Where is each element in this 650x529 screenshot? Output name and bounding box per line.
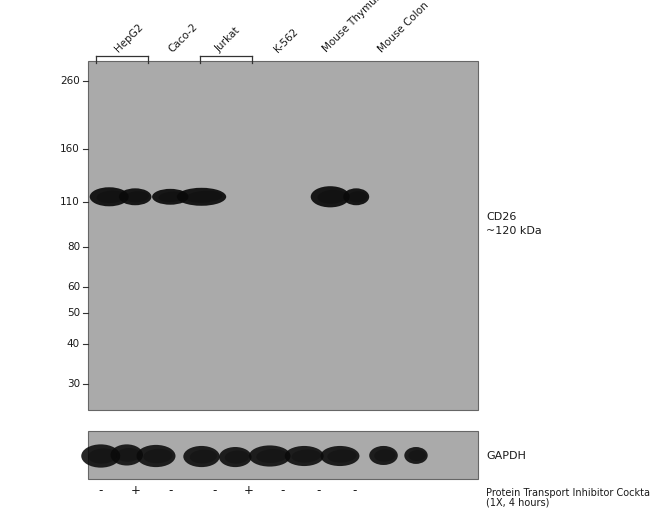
Ellipse shape — [152, 189, 188, 205]
Ellipse shape — [256, 449, 287, 463]
Text: CD26
~120 kDa: CD26 ~120 kDa — [486, 212, 542, 236]
Ellipse shape — [318, 190, 346, 204]
Bar — [88, 431, 478, 479]
Ellipse shape — [159, 191, 186, 202]
Text: +: + — [244, 485, 254, 497]
Text: 260: 260 — [60, 76, 80, 86]
Ellipse shape — [369, 446, 398, 465]
Text: -: - — [281, 485, 285, 497]
Ellipse shape — [328, 450, 356, 462]
Text: 40: 40 — [67, 339, 80, 349]
Ellipse shape — [116, 448, 140, 462]
Text: GAPDH: GAPDH — [486, 451, 526, 461]
Ellipse shape — [219, 447, 252, 467]
Ellipse shape — [348, 191, 367, 202]
Ellipse shape — [125, 191, 149, 202]
Text: 60: 60 — [67, 282, 80, 292]
Ellipse shape — [81, 444, 120, 468]
Ellipse shape — [190, 450, 217, 463]
Ellipse shape — [343, 188, 369, 205]
Text: Mouse Colon: Mouse Colon — [376, 0, 431, 54]
Text: 80: 80 — [67, 242, 80, 252]
Ellipse shape — [111, 444, 143, 466]
Text: -: - — [213, 485, 216, 497]
Ellipse shape — [144, 449, 172, 463]
Ellipse shape — [183, 446, 220, 467]
Ellipse shape — [249, 445, 291, 467]
Ellipse shape — [177, 188, 226, 206]
Text: (1X, 4 hours): (1X, 4 hours) — [486, 498, 550, 507]
Ellipse shape — [320, 446, 359, 466]
Ellipse shape — [292, 450, 320, 462]
Text: 160: 160 — [60, 144, 80, 154]
Text: Caco-2: Caco-2 — [167, 21, 200, 54]
Text: 30: 30 — [67, 379, 80, 389]
Text: -: - — [352, 485, 356, 497]
Ellipse shape — [90, 187, 129, 206]
Text: HepG2: HepG2 — [113, 22, 146, 54]
Text: Jurkat: Jurkat — [214, 25, 242, 54]
Text: Mouse Thymus: Mouse Thymus — [321, 0, 384, 54]
Ellipse shape — [185, 191, 222, 203]
Ellipse shape — [88, 449, 117, 463]
Text: Protein Transport Inhibitor Cocktail (500X): Protein Transport Inhibitor Cocktail (50… — [486, 488, 650, 498]
Text: -: - — [99, 485, 103, 497]
Bar — [88, 61, 478, 410]
Ellipse shape — [136, 445, 176, 467]
Ellipse shape — [408, 450, 426, 461]
Ellipse shape — [119, 188, 151, 205]
Text: -: - — [317, 485, 320, 497]
Text: +: + — [130, 485, 140, 497]
Ellipse shape — [225, 451, 249, 463]
Ellipse shape — [311, 186, 350, 207]
Text: 50: 50 — [67, 307, 80, 317]
Ellipse shape — [285, 446, 324, 466]
Ellipse shape — [374, 449, 396, 462]
Ellipse shape — [404, 447, 428, 464]
Text: -: - — [168, 485, 172, 497]
Text: K-562: K-562 — [272, 26, 300, 54]
Ellipse shape — [97, 190, 125, 203]
Text: 110: 110 — [60, 197, 80, 207]
